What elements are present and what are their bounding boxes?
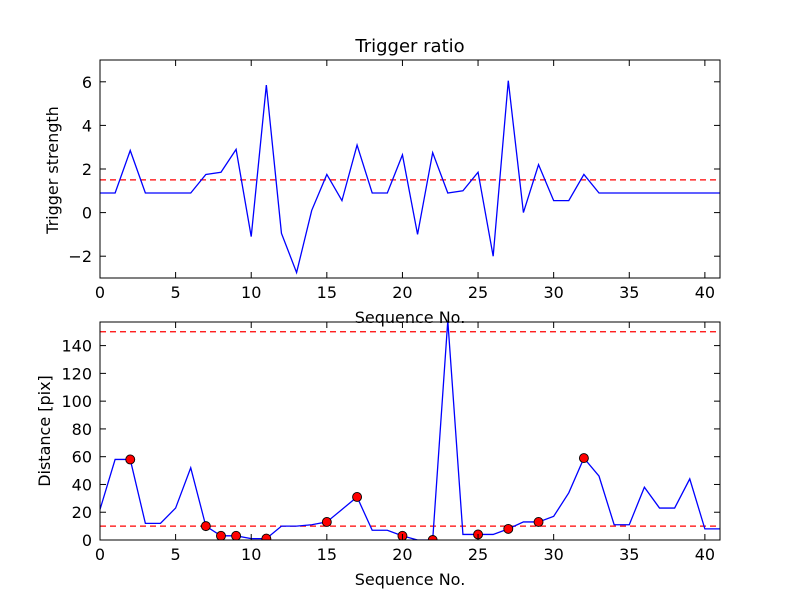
y-tick-label: 20	[72, 503, 92, 522]
data-point	[427, 535, 438, 540]
series-line	[100, 80, 720, 275]
data-point	[533, 516, 544, 527]
plot-area	[100, 80, 720, 275]
axes-frame	[99, 321, 721, 541]
x-tick-label: 40	[695, 283, 715, 302]
data-point	[231, 530, 242, 540]
x-tick-label: 15	[317, 545, 337, 564]
x-tick-label: 35	[619, 283, 639, 302]
x-tick-label: 30	[543, 545, 563, 564]
data-point	[352, 492, 363, 502]
chart-title: Trigger ratio	[354, 36, 464, 57]
data-point	[125, 454, 136, 465]
x-tick-label: 0	[95, 545, 105, 564]
series-line	[100, 322, 720, 540]
y-tick-label: 60	[72, 448, 92, 467]
y-tick-label: 6	[82, 73, 92, 92]
x-tick-label: 20	[392, 283, 412, 302]
x-tick-label: 25	[468, 283, 488, 302]
y-tick-label: 120	[61, 364, 92, 383]
x-tick-label: 20	[392, 545, 412, 564]
x-tick-label: 25	[468, 545, 488, 564]
x-axis-label: Sequence No.	[355, 308, 466, 327]
x-tick-label: 0	[95, 283, 105, 302]
y-tick-label: 4	[82, 116, 92, 135]
x-tick-label: 40	[695, 545, 715, 564]
data-point	[200, 521, 211, 532]
data-point	[216, 530, 226, 540]
y-tick-label: 0	[82, 204, 92, 223]
x-tick-label: 5	[171, 545, 181, 564]
x-tick-label: 10	[241, 545, 261, 564]
data-point	[578, 453, 589, 464]
y-tick-label: 100	[61, 392, 92, 411]
data-point	[321, 516, 332, 527]
y-tick-label: 40	[72, 475, 92, 494]
data-point	[503, 523, 514, 534]
y-axis-label: Distance [pix]	[35, 375, 54, 487]
y-tick-label: 0	[82, 531, 92, 550]
x-tick-label: 15	[317, 283, 337, 302]
y-tick-label: −2	[68, 247, 92, 266]
x-tick-label: 35	[619, 545, 639, 564]
y-tick-label: 2	[82, 160, 92, 179]
data-point	[261, 533, 272, 540]
x-tick-label: 10	[241, 283, 261, 302]
y-tick-label: 140	[61, 337, 92, 356]
x-tick-label: 30	[543, 283, 563, 302]
x-axis-label: Sequence No.	[355, 570, 466, 589]
trigger-strength-plot: Trigger ratio Sequence No. Trigger stren…	[43, 36, 721, 327]
plot-area	[100, 322, 720, 540]
distance-plot: Sequence No. Distance [pix] 0 5 10 15 20 25 30…	[35, 321, 721, 589]
y-axis-label: Trigger strength	[43, 106, 62, 235]
y-tick-label: 80	[72, 420, 92, 439]
x-tick-label: 5	[171, 283, 181, 302]
